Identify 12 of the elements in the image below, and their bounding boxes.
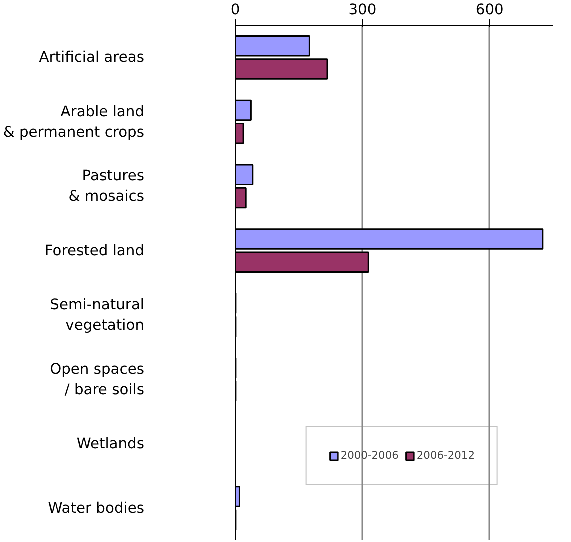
x-tick-label: 0 [230,2,240,18]
x-tick-label: 600 [476,2,504,18]
legend-label: 2006-2012 [416,449,475,462]
y-tick-label: Arable land & permanent crops [3,103,145,141]
y-tick-label: Open spaces / bare soils [50,360,145,398]
y-tick-label: Wetlands [76,435,145,452]
y-tick-label: Semi-natural vegetation [50,296,145,334]
y-tick-label: Water bodies [48,500,145,517]
x-tick-label: 300 [348,2,377,18]
y-tick-label: Pastures & mosaics [68,168,145,206]
y-tick-label: Forested land [44,242,145,260]
y-tick-label: Artificial areas [39,49,145,66]
